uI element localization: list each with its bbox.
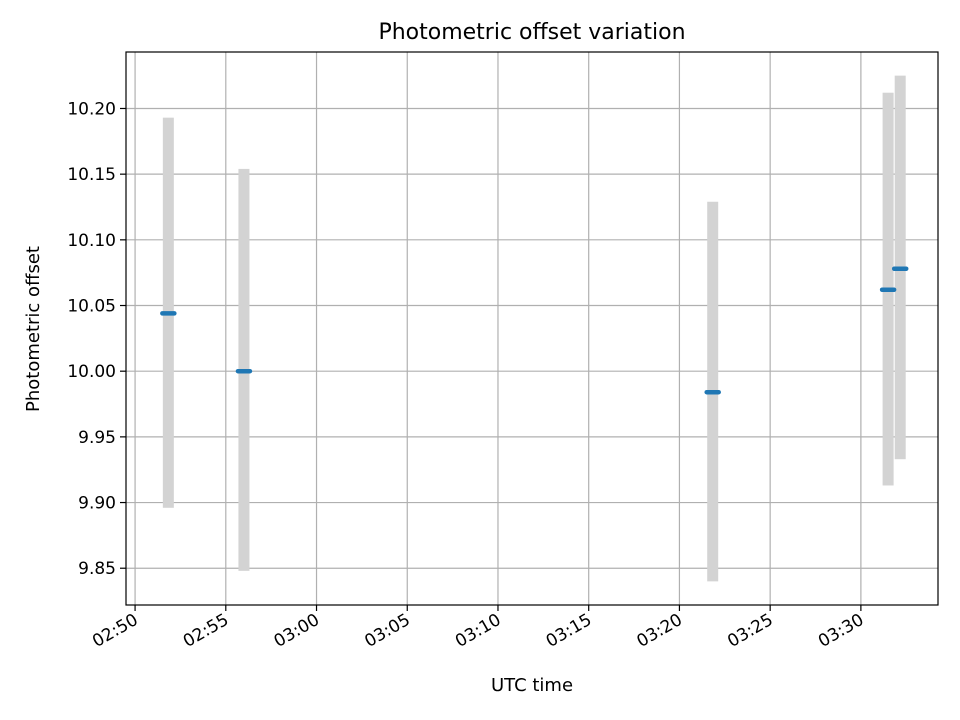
plot-frame [125,51,939,606]
y-tick-label: 10.15 [67,165,116,185]
error-bars [162,75,906,582]
x-tick-label: 03:25 [724,610,776,652]
y-axis: 9.85 9.90 9.95 10.00 10.05 10.10 10.15 10.20 [67,99,126,579]
y-tick-label: 10.05 [67,297,116,317]
grid [126,52,938,605]
x-tick-label: 02:55 [180,610,232,652]
y-tick-label: 9.95 [78,428,116,448]
x-tick-label: 03:15 [543,610,595,652]
y-tick-label: 10.10 [67,231,116,251]
x-tick-label: 03:30 [815,610,867,652]
x-tick-label: 03:10 [452,610,504,652]
x-axis: 02:50 02:55 03:00 03:05 03:10 03:15 03:20 03:25… [89,605,867,652]
x-tick-label: 02:50 [89,610,141,652]
x-tick-label: 03:20 [633,610,685,652]
y-tick-label: 10.00 [67,362,116,382]
data-points [160,266,909,395]
x-tick-label: 03:05 [361,610,413,652]
x-tick-label: 03:00 [271,610,323,652]
x-axis-label: UTC time [491,675,573,696]
y-axis-label: Photometric offset [23,246,44,412]
y-tick-label: 9.90 [78,494,116,514]
y-tick-label: 10.20 [67,99,116,119]
chart-title: Photometric offset variation [378,20,685,45]
y-tick-label: 9.85 [78,559,116,579]
